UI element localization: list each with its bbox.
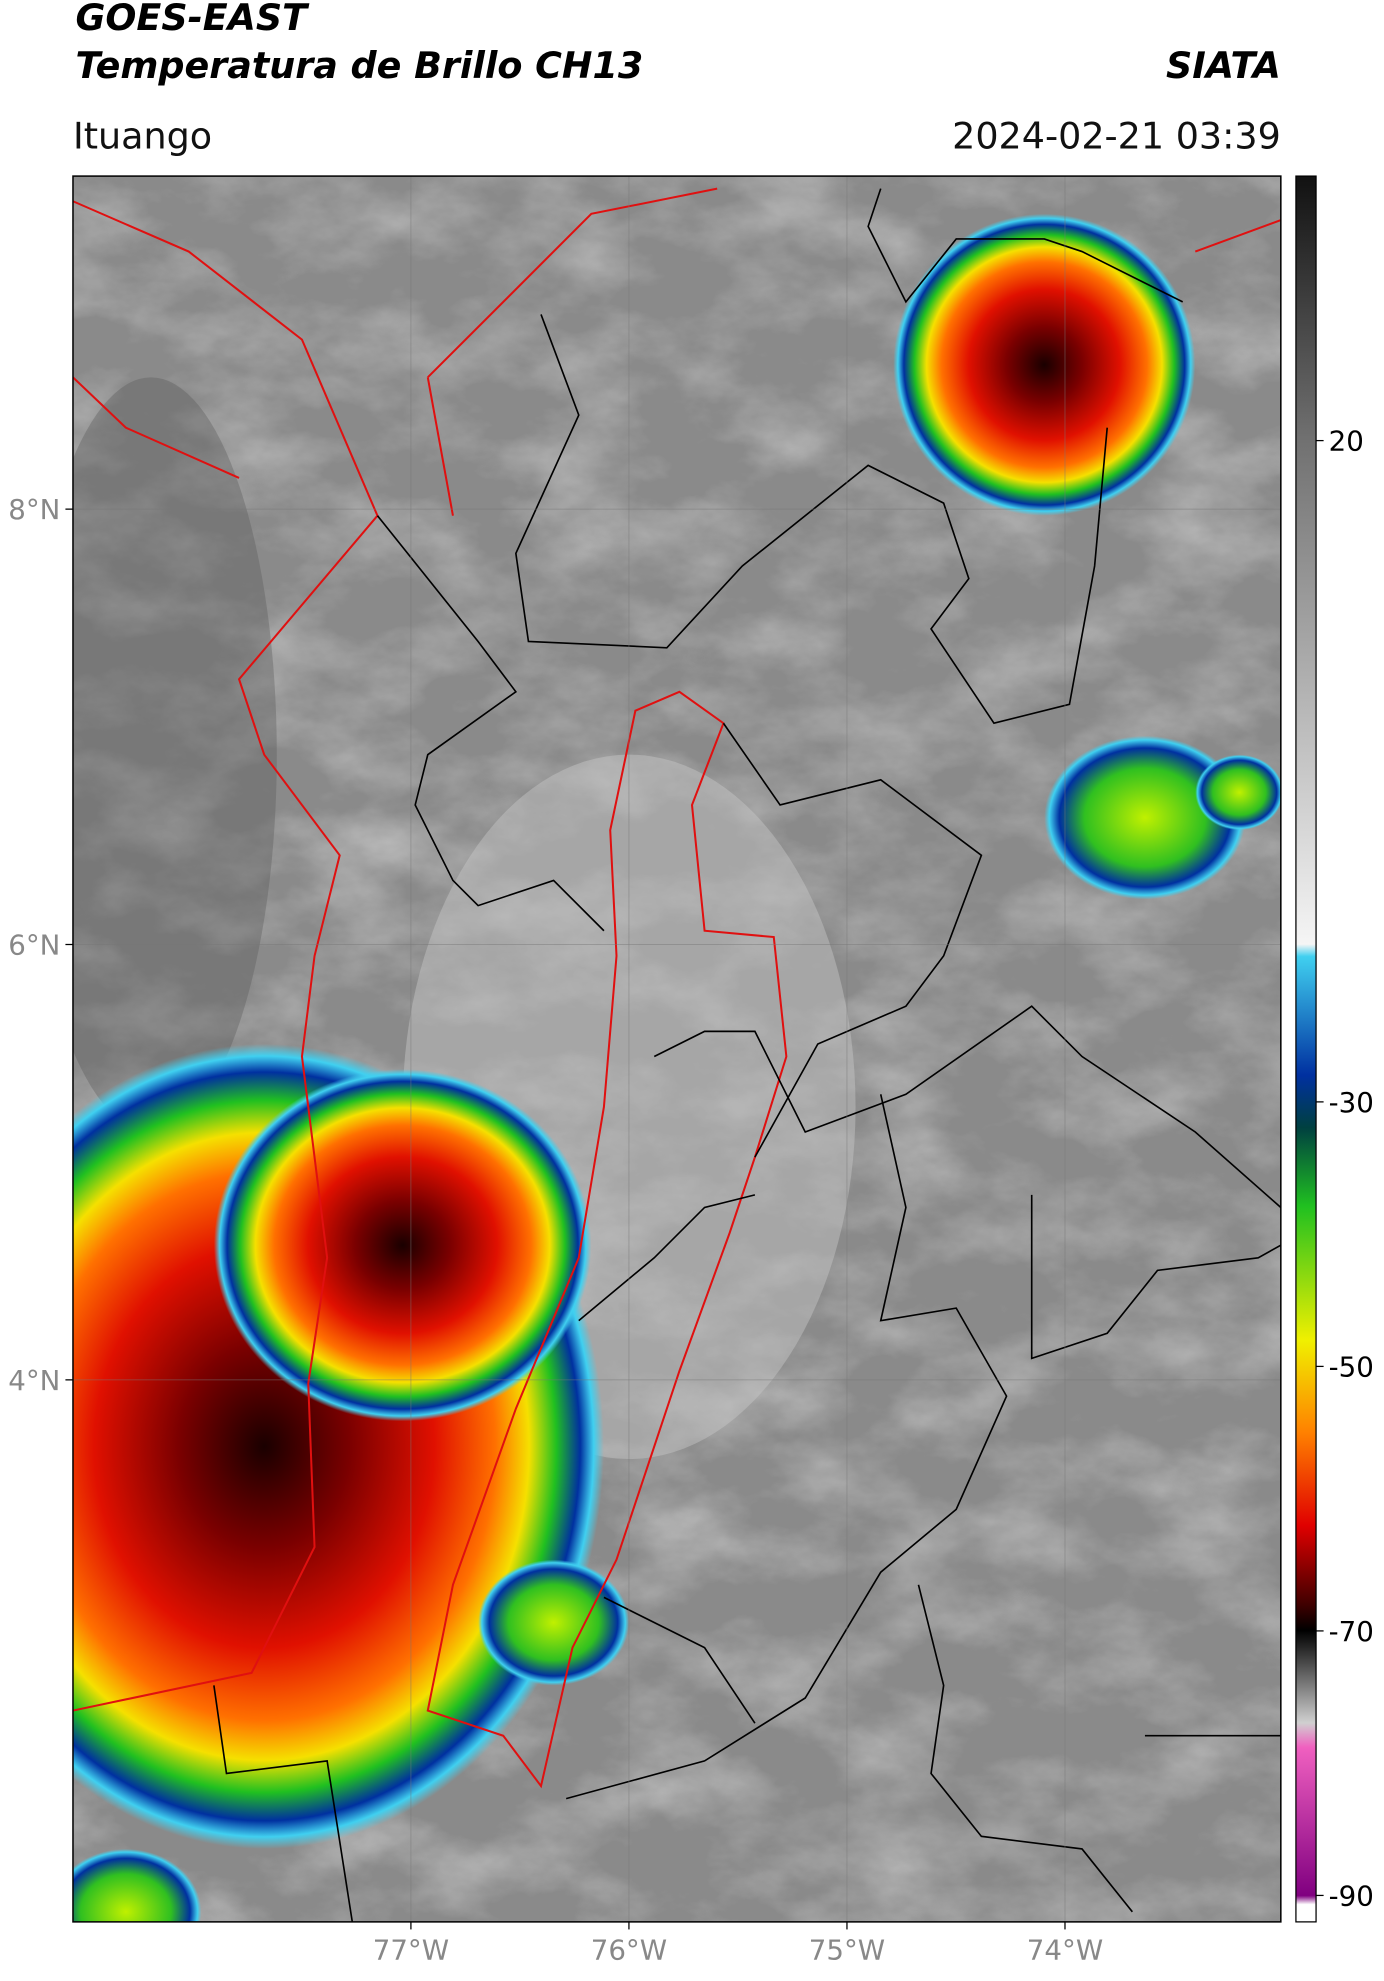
coastline: [1194, 219, 1281, 253]
admin-border: [376, 515, 1281, 1209]
storm: [1195, 754, 1281, 831]
admin-border: [515, 188, 1184, 725]
cloud: [72, 377, 277, 1132]
lat-tick-label: 8°N: [8, 493, 60, 526]
colorbar-tick-label: -30: [1329, 1086, 1374, 1119]
admin-border: [213, 1094, 1281, 1922]
title: Temperatura de Brillo CH13: [75, 44, 643, 87]
brand: SIATA: [1166, 44, 1281, 87]
storm: [478, 1559, 630, 1686]
colorbar-tick-label: 20: [1329, 425, 1364, 458]
lat-tick-label: 6°N: [8, 929, 60, 962]
department-border: [426, 690, 788, 1789]
title: GOES-EAST: [75, 0, 310, 39]
lon-tick-label: 74°W: [1027, 1934, 1103, 1967]
lon-tick-label: 77°W: [373, 1934, 449, 1967]
map-frame: [72, 175, 1282, 1923]
coastline: [72, 200, 379, 1712]
storm: [213, 1069, 592, 1422]
colorbar: [1295, 175, 1317, 1923]
colorbar-tick-label: -50: [1329, 1350, 1374, 1383]
lat-tick-label: 4°N: [8, 1364, 60, 1397]
storm: [72, 1848, 202, 1922]
datetime: 2024-02-21 03:39: [952, 114, 1281, 157]
location: Ituango: [73, 114, 212, 157]
coastline: [72, 187, 718, 516]
storm: [893, 213, 1196, 516]
colorbar-tick-label: -70: [1329, 1615, 1374, 1648]
map-image: [72, 176, 1281, 1922]
storm: [1044, 735, 1246, 900]
colorbar-tick-label: -90: [1329, 1879, 1374, 1912]
lon-tick-label: 76°W: [591, 1934, 667, 1967]
lon-tick-label: 75°W: [809, 1934, 885, 1967]
graticule: [72, 176, 1281, 1922]
